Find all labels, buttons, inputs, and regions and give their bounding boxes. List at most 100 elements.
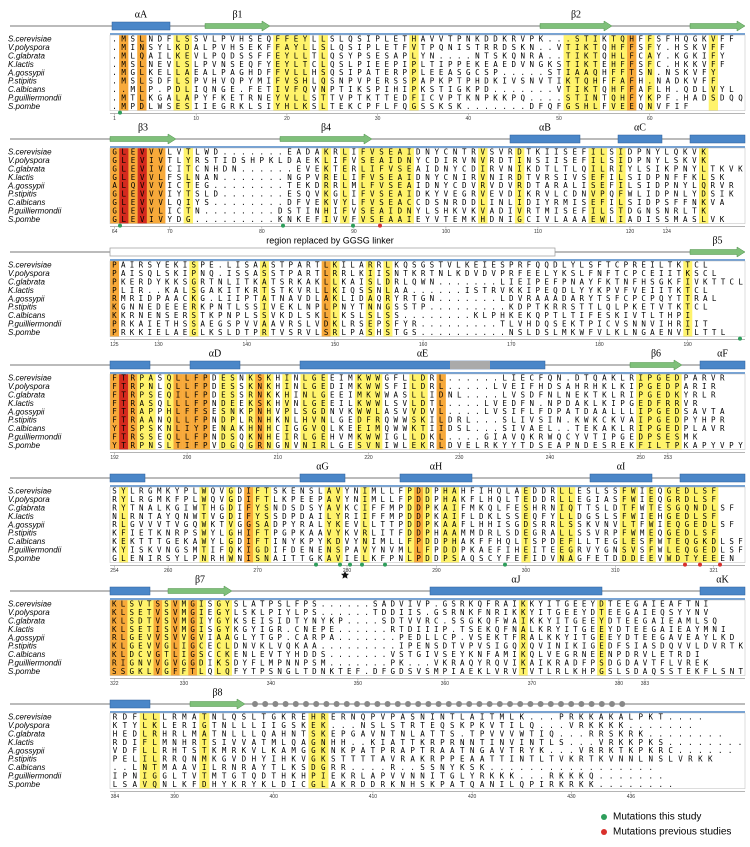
sequence-row: FTRASQLLLFPNDEEKSKHVNLGEEILKWWLSVLDTL...…	[112, 399, 698, 408]
disorder-dot	[364, 701, 371, 707]
disorder-dot	[425, 701, 432, 707]
species-name: V.polyspora	[8, 156, 50, 165]
disorder-dot	[486, 701, 493, 707]
structure-label: β1	[232, 9, 242, 20]
conservation-cell	[590, 35, 601, 111]
ruler-number: 160	[419, 342, 428, 348]
species-name: S.pombe	[8, 215, 41, 224]
disorder-dot	[568, 701, 575, 707]
conservation-cell	[218, 374, 229, 450]
species-name: V.polyspora	[8, 382, 50, 391]
species-name: P.guilliermondii	[8, 659, 61, 668]
disorder-dot	[303, 701, 309, 707]
species-name: C.albicans	[8, 650, 45, 659]
disorder-dot	[354, 701, 360, 707]
conservation-cell	[449, 487, 460, 563]
structure-label: αE	[417, 348, 428, 359]
ruler-number: 10	[193, 116, 199, 122]
conservation-cell	[196, 600, 206, 676]
conservation-cell	[330, 261, 340, 337]
ruler-number: 220	[364, 455, 373, 461]
conservation-cell	[291, 35, 301, 111]
conservation-cell	[170, 600, 180, 676]
disorder-dot	[323, 701, 330, 707]
conservation-cell	[318, 35, 328, 111]
conservation-cell	[300, 374, 310, 450]
sequence-row: KYISKVNGSMTIFQKIGDIFDENENSPAVYNVMLLFPDDP…	[112, 545, 743, 554]
conservation-cell	[137, 148, 148, 224]
sequence-row: GLEVVLFSLNAN.......NGPVRELIFVSEAIDNYCNIR…	[112, 173, 724, 182]
helix	[109, 586, 151, 596]
conservation-cell	[367, 148, 378, 224]
helix	[299, 360, 546, 370]
conservation-cell	[616, 148, 626, 224]
species-name: A.gossypii	[7, 294, 45, 303]
sequence-row: GLEVIVTLYRSTIDSHPKLDAEKLIFVSEAIDNYCDIRVN…	[112, 156, 706, 165]
ruler-number: 383	[641, 681, 650, 687]
species-name: P.stipitis	[8, 755, 37, 764]
sequence-row: GLEVIVYDG.........KNKEFIVVFVSEAAIEYVTEMK…	[112, 215, 724, 224]
species-name: S.pombe	[8, 102, 41, 111]
legend-dot	[601, 814, 607, 820]
sequence-row: PELILRRQNMKGVDHYIHKVGKSTTTTAVRAKRPPEAATT…	[113, 755, 713, 764]
ruler-number: 390	[170, 794, 179, 800]
mutation-dot	[118, 223, 122, 228]
helix	[509, 134, 581, 144]
species-name: K.lactis	[8, 738, 34, 747]
species-name: S.cerevisiae	[8, 487, 52, 496]
conservation-cell	[654, 374, 664, 450]
conservation-cell	[214, 600, 224, 676]
conservation-cell	[588, 148, 598, 224]
disorder-dot	[415, 701, 422, 707]
species-name: P.stipitis	[8, 77, 37, 86]
conservation-cell	[118, 600, 128, 676]
ruler-number: 322	[110, 681, 119, 687]
conservation-cell	[253, 487, 263, 563]
block-frame	[109, 34, 746, 111]
disorder-dot	[435, 701, 442, 707]
ruler-number: 330	[180, 681, 189, 687]
conservation-cell	[318, 374, 328, 450]
conservation-cell	[636, 374, 646, 450]
mutation-dot	[351, 223, 355, 228]
species-name: K.lactis	[8, 399, 34, 408]
ruler-number: 70	[167, 229, 173, 235]
conservation-cell	[264, 374, 274, 450]
species-name: K.lactis	[8, 60, 34, 69]
conservation-cell	[409, 35, 419, 111]
helix	[111, 21, 171, 31]
conservation-cell	[645, 35, 655, 111]
ruler-number: 360	[441, 681, 450, 687]
disorder-dot	[619, 701, 626, 707]
conservation-cell	[673, 487, 683, 563]
conservation-cell	[436, 374, 446, 450]
conservation-cell	[309, 374, 319, 450]
conservation-cell	[110, 374, 120, 450]
conservation-cell	[478, 148, 488, 224]
species-name: P.guilliermondii	[8, 772, 61, 781]
disorder-dot	[374, 701, 381, 707]
conservation-cell	[173, 35, 183, 111]
conservation-cell	[227, 374, 238, 450]
conservation-cell	[200, 374, 210, 450]
conservation-cell	[189, 261, 199, 337]
species-name: S.cerevisiae	[8, 374, 52, 383]
conservation-cell	[572, 35, 582, 111]
conservation-cell	[514, 148, 525, 224]
species-name: P.guilliermondii	[8, 546, 61, 555]
conservation-cell	[597, 600, 607, 676]
ruler-number: 210	[274, 455, 283, 461]
strand	[539, 20, 613, 32]
conservation-cell	[663, 374, 673, 450]
species-name: K.lactis	[8, 286, 34, 295]
sequence-row: VDFLLRHTSTKMRKVLKAMGGKNKPATPRAPTRAATNGAV…	[113, 746, 733, 755]
mutation-dot	[360, 562, 364, 567]
ruler-number: 270	[253, 568, 262, 574]
ruler-number: 80	[259, 229, 265, 235]
helix	[429, 586, 603, 596]
conservation-cell	[618, 35, 628, 111]
conservation-cell	[340, 148, 350, 224]
conservation-cell	[119, 35, 129, 111]
disorder-dot	[292, 701, 299, 707]
conservation-cell	[191, 374, 201, 450]
